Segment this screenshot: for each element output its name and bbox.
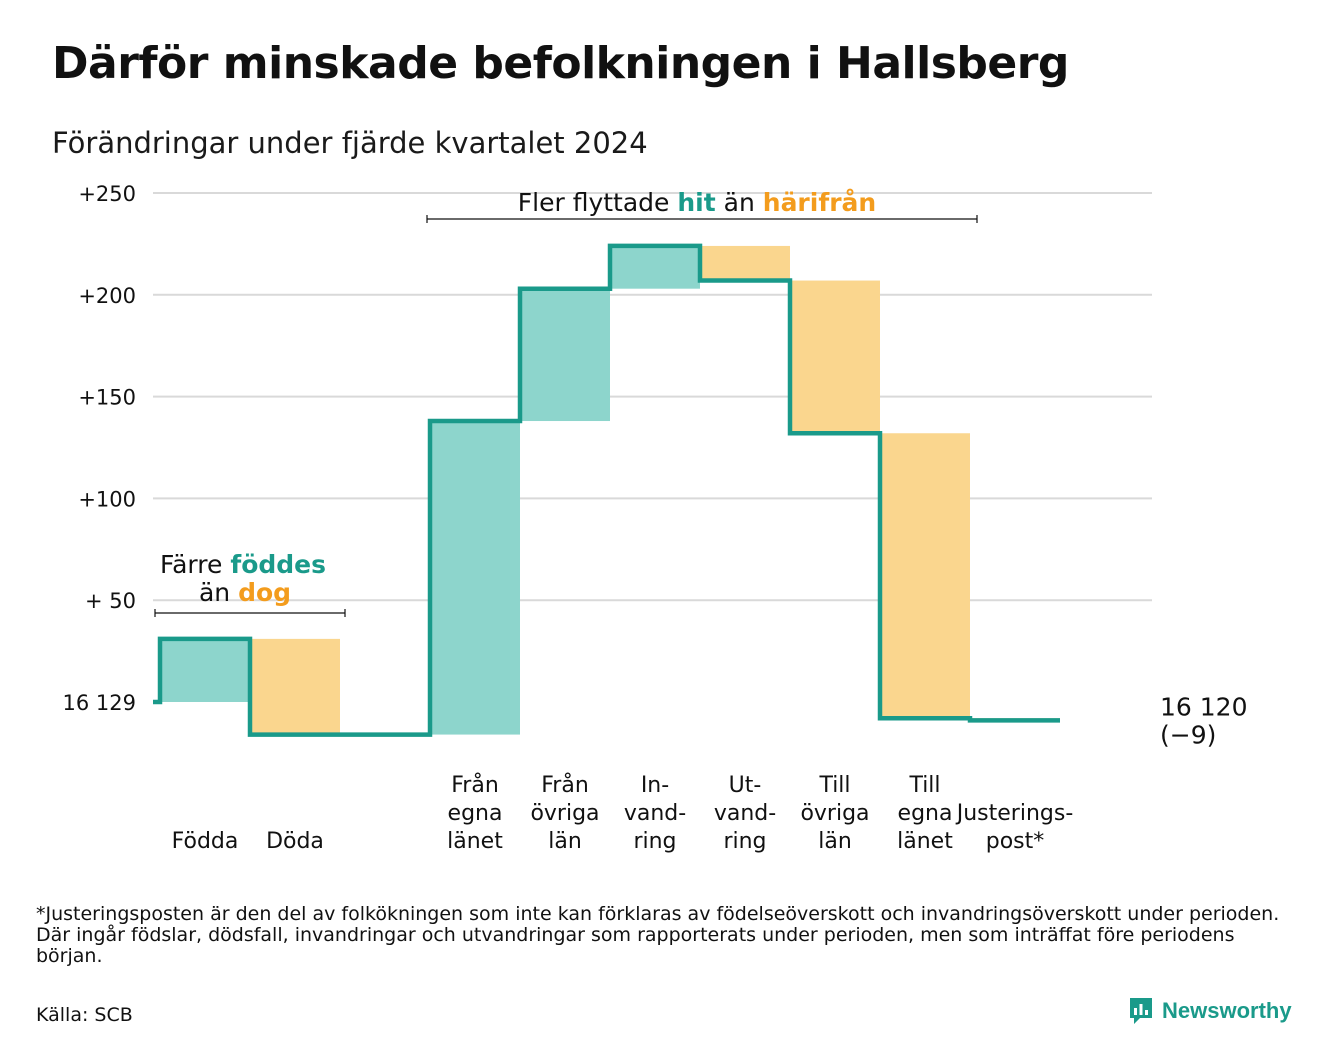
category-label: länet <box>447 829 503 854</box>
newsworthy-logo-icon <box>1130 998 1152 1024</box>
category-label: övriga <box>800 801 869 826</box>
y-start-label: 16 129 <box>63 691 136 715</box>
y-tick-label: +200 <box>78 284 136 308</box>
migration-annotation: Fler flyttade hit än härifrån <box>518 188 876 217</box>
y-tick-label: + 50 <box>85 589 136 613</box>
category-label: ring <box>633 829 676 854</box>
bar-decrease <box>790 280 880 434</box>
chart-subtitle: Förändringar under fjärde kvartalet 2024 <box>52 126 648 160</box>
footnote: *Justeringsposten är den del av folkökni… <box>36 903 1280 967</box>
step-line <box>153 243 1060 737</box>
category-label: Till <box>818 773 850 798</box>
y-tick-label: +100 <box>78 487 136 511</box>
bar-increase <box>430 421 520 735</box>
brand-name: Newsworthy <box>1162 998 1292 1023</box>
bar-decrease <box>250 638 340 735</box>
bar-increase <box>160 638 250 702</box>
births-annotation-line1: Färre föddes <box>160 550 326 579</box>
category-label: vand- <box>714 801 776 826</box>
bar-increase <box>520 288 610 422</box>
category-label: Ut- <box>729 773 762 798</box>
category-label: In- <box>641 773 669 798</box>
brand-logo: Newsworthy <box>1128 996 1292 1026</box>
category-label: Till <box>908 773 940 798</box>
source-label: Källa: SCB <box>36 1004 133 1026</box>
category-label: Från <box>541 772 589 798</box>
y-tick-label: +150 <box>78 386 136 410</box>
bar-increase <box>610 245 700 289</box>
category-label: Döda <box>266 829 324 854</box>
category-label: länet <box>897 829 953 854</box>
category-label: egna <box>898 801 953 826</box>
category-label: vand- <box>624 801 686 826</box>
category-label: egna <box>448 801 503 826</box>
bar-decrease <box>700 245 790 281</box>
category-label: övriga <box>530 801 599 826</box>
end-value-label: (−9) <box>1160 720 1216 749</box>
category-label: ring <box>723 829 766 854</box>
end-value-label: 16 120 <box>1160 692 1247 721</box>
y-tick-label: +250 <box>78 182 136 206</box>
births-annotation-line2: än dog <box>199 578 291 607</box>
category-label: län <box>548 829 582 854</box>
category-label: Från <box>451 772 499 798</box>
chart-title: Därför minskade befolkningen i Hallsberg <box>52 38 1069 89</box>
bar-decrease <box>880 433 970 719</box>
category-label: Justerings- <box>955 801 1074 826</box>
category-label: post* <box>986 829 1045 854</box>
waterfall-chart: + 50 +100 +150 +200 +250 16 129 16 120(−9) Född… <box>63 182 1248 854</box>
category-label: Födda <box>172 829 239 854</box>
category-label: län <box>818 829 852 854</box>
